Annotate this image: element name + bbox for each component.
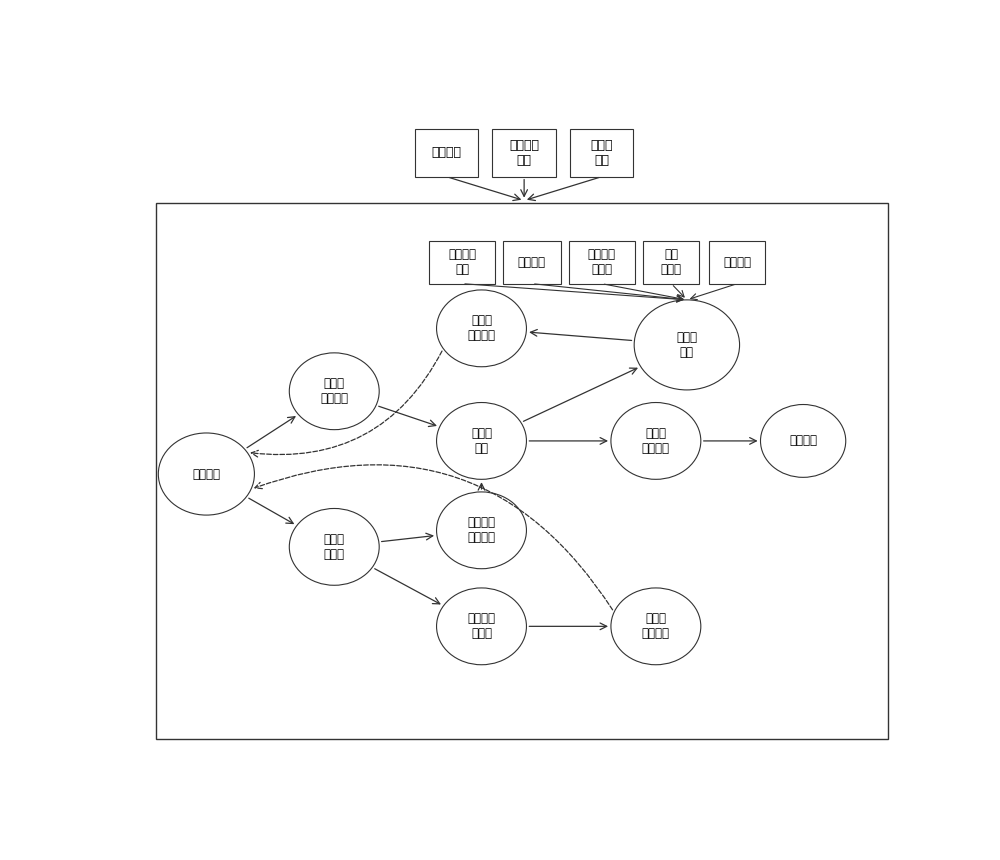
Text: 结束结点: 结束结点 <box>789 434 817 447</box>
Text: 主保护
正确动作: 主保护 正确动作 <box>320 378 348 405</box>
Text: 主接线
方式: 主接线 方式 <box>590 138 613 167</box>
Bar <box>709 241 765 284</box>
Bar <box>569 241 635 284</box>
Text: 设备电压
等级: 设备电压 等级 <box>509 138 539 167</box>
Text: 断路器
跳闸: 断路器 跳闸 <box>471 427 492 455</box>
Text: 上一级
线路故障: 上一级 线路故障 <box>468 315 496 342</box>
Text: 动作时间: 动作时间 <box>723 255 751 268</box>
Text: 线路故障: 线路故障 <box>192 468 220 481</box>
Bar <box>570 129 633 176</box>
Text: 断路器
拒动: 断路器 拒动 <box>676 331 697 359</box>
Text: 对应设备
语义: 对应设备 语义 <box>448 249 476 276</box>
Text: 后备保护
拒动作: 后备保护 拒动作 <box>468 612 496 641</box>
Bar <box>429 241 495 284</box>
Bar <box>156 203 888 739</box>
Text: 设备类型: 设备类型 <box>432 146 462 159</box>
Bar <box>492 129 556 176</box>
Text: 期望
动作值: 期望 动作值 <box>661 249 682 276</box>
Text: 断路器
正确断开: 断路器 正确断开 <box>642 427 670 455</box>
Bar <box>415 129 478 176</box>
Bar <box>503 241 561 284</box>
Bar <box>643 241 699 284</box>
Text: 上一级
线路故障: 上一级 线路故障 <box>642 612 670 641</box>
Text: 是否统计
可信度: 是否统计 可信度 <box>588 249 616 276</box>
Text: 后备保护
正确动作: 后备保护 正确动作 <box>468 516 496 544</box>
Text: 主保护
拒动作: 主保护 拒动作 <box>324 533 345 561</box>
Text: 是否展开: 是否展开 <box>518 255 546 268</box>
